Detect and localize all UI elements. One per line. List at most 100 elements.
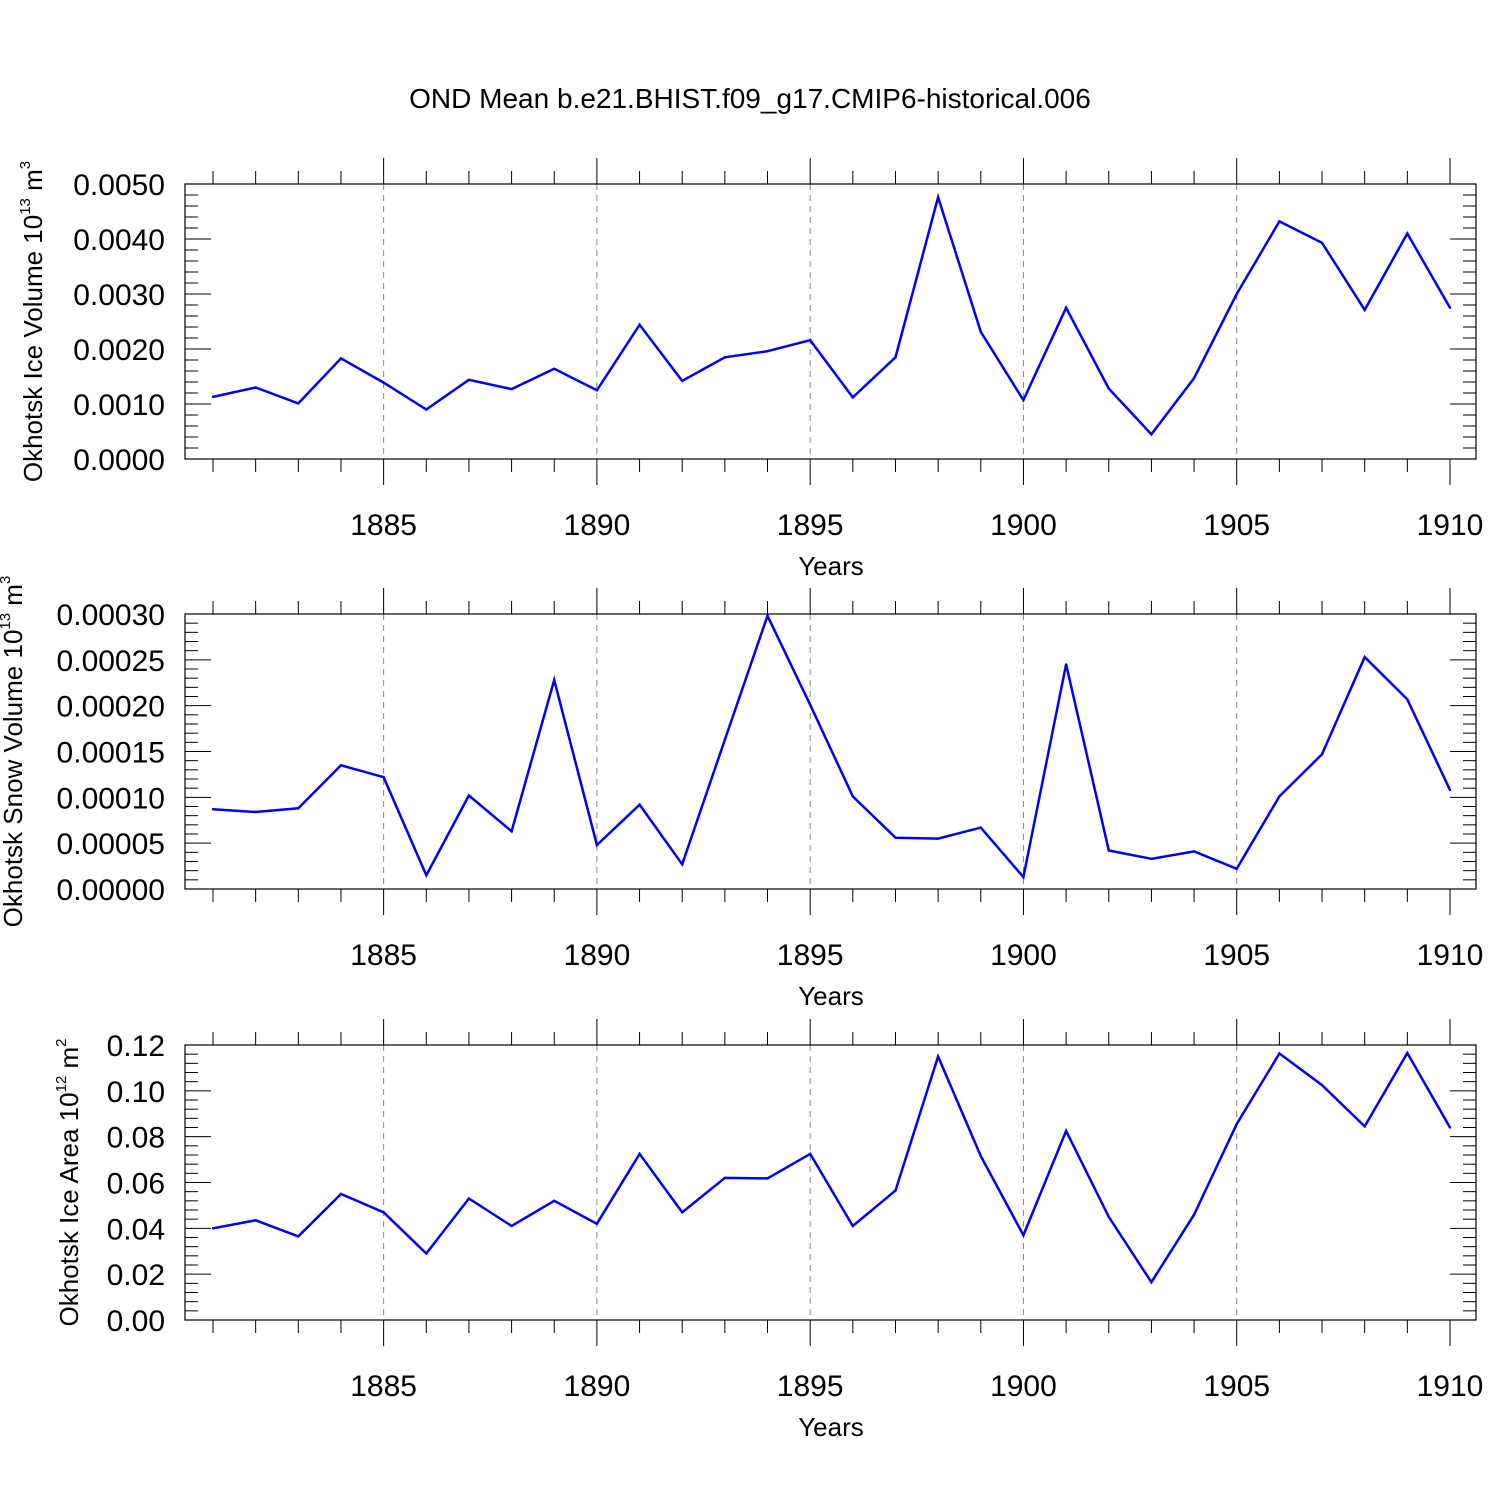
x-tick-label: 1905 [1203,1370,1270,1403]
y-tick-label: 0.0010 [73,389,165,422]
data-point [1320,1083,1324,1087]
data-point [638,323,641,326]
data-point [297,807,300,810]
data-point [979,330,982,334]
data-point [1022,875,1025,879]
data-point [1363,308,1366,312]
x-axis-label: Years [798,981,864,1011]
panel-ice-area: 1885 1890 1895 1900 1905 1910 Years 0.00 0.02 0.0… [53,1019,1483,1442]
data-point [254,386,257,389]
data-point [553,1199,556,1203]
y-tick-label: 0.0000 [73,444,165,477]
data-point [553,678,556,682]
data-point [1064,1129,1068,1133]
data-point [1064,663,1068,666]
data-point [894,1189,897,1192]
data-point [894,356,897,359]
data-point [1448,788,1452,792]
data-point [1406,698,1409,701]
y-tick-label: 0.00030 [57,599,165,632]
x-tick-label: 1890 [564,1370,631,1403]
data-point [1150,433,1153,436]
data-point [211,395,215,399]
x-tick-label: 1900 [990,509,1057,542]
series-line [212,612,1452,880]
data-point [1406,232,1409,235]
data-point [1192,376,1196,380]
x-tick-label: 1890 [564,509,631,542]
data-point [681,379,684,383]
data-point [766,614,769,618]
data-point [808,703,812,706]
data-point [979,1154,982,1158]
y-tick-label: 0.00005 [57,828,165,861]
data-point [1235,867,1238,871]
data-point [254,810,257,814]
x-tick-label: 1885 [350,509,417,542]
data-point [595,1222,599,1225]
x-tick-label: 1895 [777,1370,844,1403]
data-point [254,1219,257,1222]
data-point [808,339,812,342]
data-point [723,738,727,741]
plot-frame [184,1044,1477,1321]
data-point [382,775,385,779]
data-point [1064,306,1068,309]
data-point [979,826,982,829]
x-tick-label: 1910 [1417,1370,1484,1403]
data-point [1320,241,1324,245]
x-tick-label: 1910 [1417,509,1484,542]
y-axis-label: Okhotsk Ice Area 1012 m2 [53,1038,84,1326]
figure-title: OND Mean b.e21.BHIST.f09_g17.CMIP6-histo… [409,83,1091,114]
data-point [766,350,769,353]
data-point [1235,292,1238,296]
data-point [1107,387,1110,390]
data-point [595,843,599,847]
data-point [510,1224,513,1228]
y-tick-label: 0.00025 [57,645,165,678]
data-point [936,1055,940,1058]
data-point [723,1176,727,1180]
data-point [211,808,215,811]
data-point [936,196,940,199]
data-point [1192,850,1196,853]
y-tick-label: 0.00020 [57,691,165,724]
plot-frame [184,183,1477,460]
data-point [936,837,940,840]
data-point [510,387,513,391]
y-tick-label: 0.0040 [73,224,165,257]
x-tick-label: 1885 [350,939,417,972]
y-tick-label: 0.0050 [73,169,165,202]
data-point [851,795,855,798]
y-tick-label: 0.10 [107,1076,165,1109]
data-point [851,1224,855,1228]
x-axis-label: Years [798,551,864,581]
y-tick-label: 0.04 [107,1213,165,1246]
y-tick-label: 0.12 [107,1030,165,1063]
y-tick-label: 0.00 [107,1305,165,1338]
series-line [212,192,1452,437]
data-point [467,378,471,381]
data-point [425,874,428,877]
data-point [1150,857,1153,860]
data-point [723,356,727,359]
y-tick-label: 0.00015 [57,737,165,770]
data-point [297,1235,300,1238]
data-point [339,1192,343,1196]
y-axis-label: Okhotsk Snow Volume 1013 m3 [0,576,28,928]
y-tick-label: 0.02 [107,1259,165,1292]
data-point [766,1177,769,1180]
data-point [1448,306,1452,309]
data-point [1022,398,1025,402]
data-point [1278,220,1281,223]
data-point [1278,1052,1281,1055]
data-point [894,836,897,839]
x-tick-label: 1895 [777,509,844,542]
x-tick-label: 1900 [990,939,1057,972]
data-point [382,381,385,384]
x-tick-label: 1910 [1417,939,1484,972]
y-tick-label: 0.08 [107,1122,165,1155]
x-tick-label: 1890 [564,939,631,972]
x-tick-label: 1895 [777,939,844,972]
